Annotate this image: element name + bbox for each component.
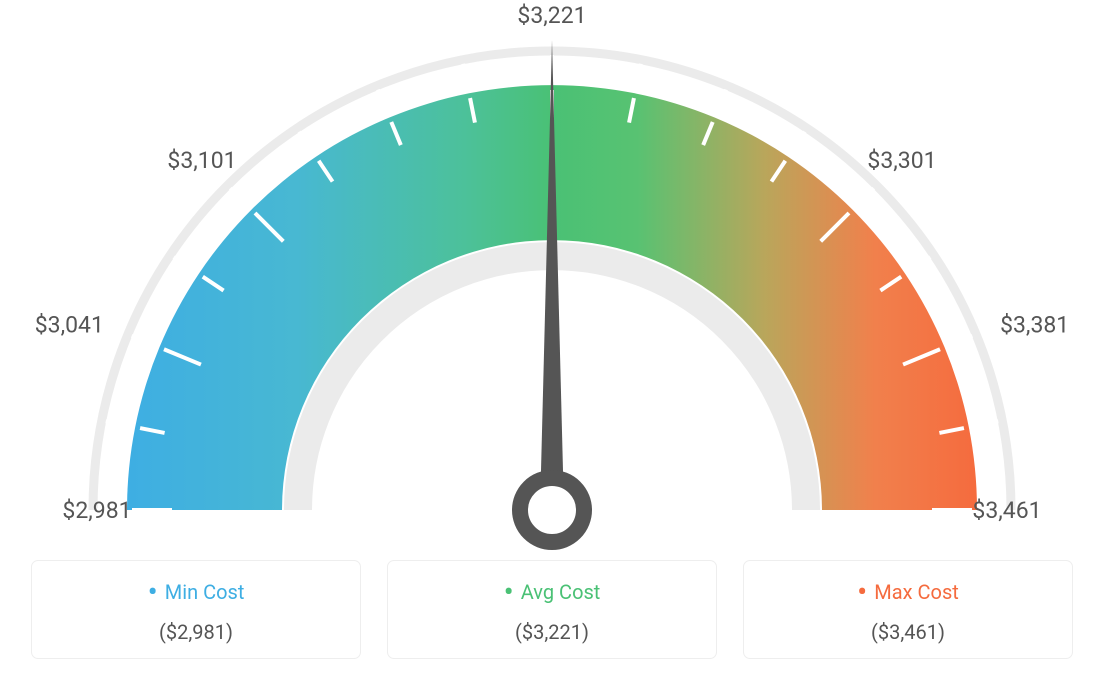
legend-max-label: Max Cost	[744, 575, 1072, 610]
legend-card-min: Min Cost ($2,981)	[31, 560, 361, 659]
legend-card-max: Max Cost ($3,461)	[743, 560, 1073, 659]
gauge-tick-label: $3,381	[1000, 311, 1069, 338]
gauge-tick-label: $3,301	[867, 147, 936, 174]
gauge-tick-label: $2,981	[62, 497, 131, 524]
gauge-chart: $2,981 $3,041 $3,101 $3,221 $3,301 $3,381 $3,4…	[0, 0, 1104, 560]
legend-card-avg: Avg Cost ($3,221)	[387, 560, 717, 659]
gauge-tick-label: $3,461	[972, 497, 1041, 524]
gauge-hub	[520, 478, 584, 542]
legend-row: Min Cost ($2,981) Avg Cost ($3,221) Max …	[0, 560, 1104, 659]
legend-min-label: Min Cost	[32, 575, 360, 610]
gauge-svg: $2,981 $3,041 $3,101 $3,221 $3,301 $3,381 $3,4…	[0, 0, 1104, 560]
legend-max-value: ($3,461)	[744, 620, 1072, 644]
legend-avg-value: ($3,221)	[388, 620, 716, 644]
legend-avg-label: Avg Cost	[388, 575, 716, 610]
gauge-tick-label: $3,221	[517, 2, 586, 29]
legend-min-value: ($2,981)	[32, 620, 360, 644]
gauge-tick-label: $3,101	[167, 147, 236, 174]
gauge-tick-label: $3,041	[35, 311, 104, 338]
